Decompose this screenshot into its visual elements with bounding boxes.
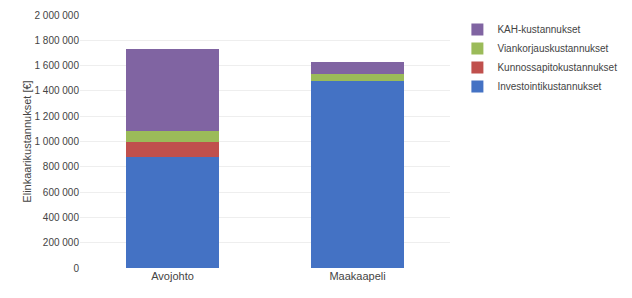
svg-text:1 400 000: 1 400 000 xyxy=(35,85,80,96)
svg-text:600 000: 600 000 xyxy=(43,187,80,198)
svg-text:Maakaapeli: Maakaapeli xyxy=(329,270,385,282)
svg-text:800 000: 800 000 xyxy=(43,161,80,172)
svg-text:1 200 000: 1 200 000 xyxy=(35,111,80,122)
svg-text:KAH-kustannukset: KAH-kustannukset xyxy=(497,24,580,35)
svg-text:1 600 000: 1 600 000 xyxy=(35,60,80,71)
svg-text:Investointikustannukset: Investointikustannukset xyxy=(497,81,601,92)
svg-text:400 000: 400 000 xyxy=(43,212,80,223)
svg-text:0: 0 xyxy=(73,263,79,274)
svg-text:Viankorjauskustannukset: Viankorjauskustannukset xyxy=(497,43,608,54)
svg-text:Kunnossapitokustannukset: Kunnossapitokustannukset xyxy=(497,62,617,73)
svg-text:2 000 000: 2 000 000 xyxy=(35,10,80,21)
svg-text:Elinkaarikustannukset [€]: Elinkaarikustannukset [€] xyxy=(21,80,33,202)
svg-text:1 000 000: 1 000 000 xyxy=(35,136,80,147)
svg-text:1 800 000: 1 800 000 xyxy=(35,35,80,46)
svg-text:Avojohto: Avojohto xyxy=(151,270,194,282)
svg-text:200 000: 200 000 xyxy=(43,237,80,248)
